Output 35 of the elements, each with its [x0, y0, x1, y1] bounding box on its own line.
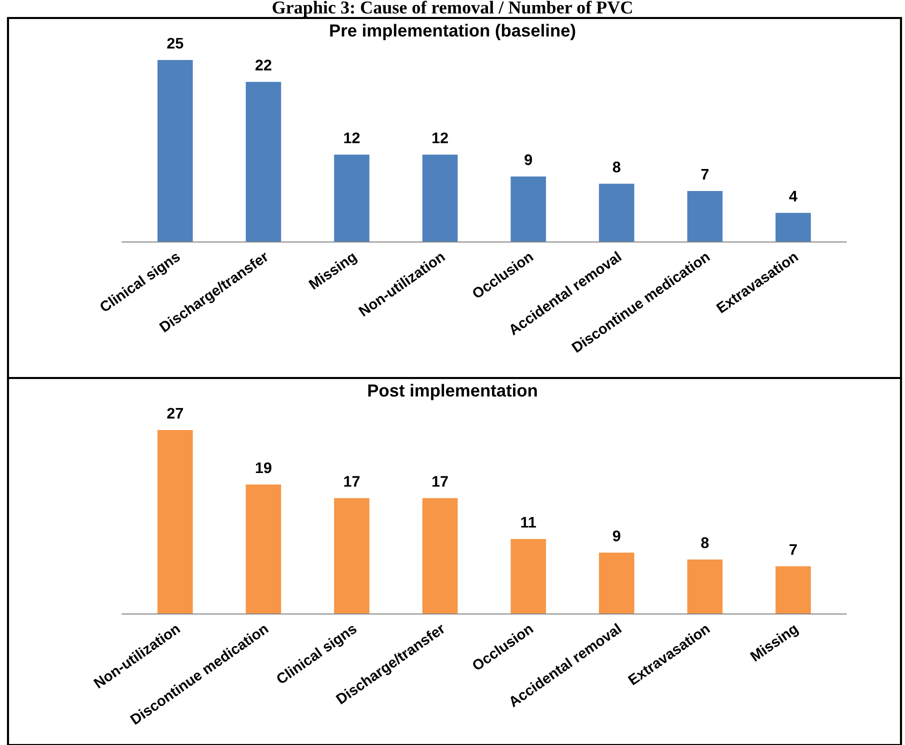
data-label: 9: [612, 530, 620, 542]
bar: [598, 552, 634, 614]
data-label: 17: [344, 476, 360, 487]
data-label: 9: [524, 154, 532, 166]
data-label: 12: [432, 132, 448, 144]
bar: [422, 498, 458, 614]
data-label: 8: [612, 162, 620, 172]
bar: [687, 559, 723, 614]
bar: [598, 184, 634, 242]
data-label: 27: [167, 408, 183, 418]
data-label: 19: [256, 462, 272, 474]
bar: [334, 498, 370, 614]
bar: [510, 539, 546, 614]
data-label: 25: [167, 38, 184, 49]
data-label: 7: [790, 544, 797, 555]
data-label: 12: [344, 132, 360, 144]
bar: [687, 191, 723, 242]
bar: [246, 82, 282, 242]
bar: [334, 154, 370, 242]
data-label: 22: [255, 60, 272, 70]
bar: [510, 176, 546, 242]
data-label: 11: [521, 517, 536, 528]
data-label: 17: [432, 476, 448, 487]
chart-title: Pre implementation (baseline): [330, 24, 576, 40]
bar: [246, 484, 282, 614]
bar: [157, 60, 193, 242]
data-label: 4: [789, 190, 798, 202]
text: Graphic 3: Cause of removal / Number of PVC: [272, 0, 632, 18]
bar: [422, 154, 458, 242]
data-label: 7: [701, 169, 708, 180]
chart-title: Post implementation: [368, 384, 537, 400]
bar: [157, 430, 193, 614]
data-label: 8: [701, 537, 709, 548]
bar: [776, 212, 811, 242]
bar: [776, 566, 811, 614]
